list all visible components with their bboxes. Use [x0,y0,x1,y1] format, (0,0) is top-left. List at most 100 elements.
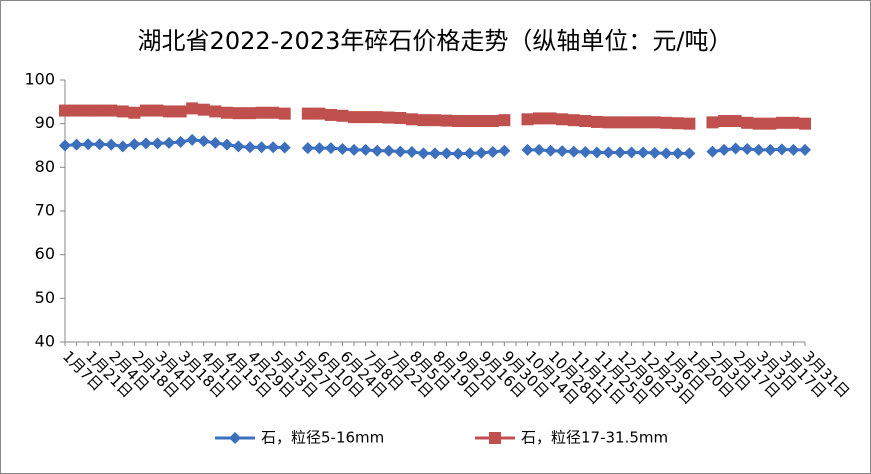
data-point [278,107,291,120]
data-point [799,143,811,156]
data-point [429,114,441,127]
data-point [579,115,592,128]
data-point [301,142,314,155]
data-point [244,141,256,154]
data-point [452,147,465,160]
data-point [579,146,592,159]
data-point [602,116,615,129]
data-point [139,104,152,117]
data-point [429,147,441,160]
data-point [82,138,95,151]
data-point [475,115,488,128]
data-point [382,111,395,124]
data-point [382,144,395,157]
legend-label: 石，粒径5-16mm [261,429,384,447]
data-point [486,115,499,128]
y-tick-label: 90 [35,113,55,132]
data-point [556,145,569,158]
data-point [163,136,176,149]
legend-marker [489,432,501,444]
data-point [567,114,580,127]
data-point [718,143,731,156]
data-point [775,143,788,156]
data-point [220,106,233,119]
data-point [394,111,407,124]
data-point [255,141,268,154]
data-point [452,115,465,128]
data-point [128,106,141,119]
data-point [244,107,256,120]
data-point [521,113,534,126]
data-point [752,117,765,130]
data-point [313,142,326,155]
data-point [93,138,106,151]
data-point [371,111,384,124]
data-point [348,143,361,156]
data-point [556,113,569,126]
data-point [741,116,754,129]
data-point [82,104,95,117]
data-point [775,116,788,129]
data-point [417,114,430,127]
chart-title: 湖北省2022-2023年碎石价格走势（纵轴单位：元/吨） [138,27,733,55]
data-point [521,143,534,156]
y-tick-label: 60 [35,244,55,263]
data-point [683,147,696,160]
data-point [197,135,210,148]
data-point [59,104,71,117]
data-point [105,138,118,151]
data-point [220,138,233,151]
data-point [648,146,661,159]
data-point [718,115,731,128]
data-point [209,136,222,149]
data-point [498,114,511,127]
data-point [799,117,811,130]
data-point [324,108,337,121]
data-point [567,145,580,158]
data-point [475,146,488,159]
data-point [405,146,418,159]
data-point [116,105,129,118]
data-point [637,146,650,159]
data-point [671,117,684,130]
data-point [787,116,800,129]
data-point [729,142,742,155]
data-point [637,116,650,129]
data-point [163,105,176,118]
data-point [105,104,118,117]
data-point [336,142,349,155]
legend-label: 石，粒径17-31.5mm [521,429,668,447]
y-tick-label: 40 [35,332,55,351]
data-point [683,117,696,130]
data-point [359,143,372,156]
data-point [440,147,453,160]
data-point [498,144,511,157]
data-point [313,107,326,120]
legend-marker [229,432,241,444]
data-point [614,116,626,129]
data-point [394,145,407,158]
data-point [301,107,314,120]
data-point [174,136,187,149]
data-point [255,106,268,119]
data-point [336,109,349,122]
data-point [278,141,291,154]
data-point [787,143,800,156]
data-point [671,147,684,160]
data-point [625,146,638,159]
y-tick-label: 100 [24,70,55,89]
data-point [139,137,152,150]
data-point [625,116,638,129]
data-point [463,115,476,128]
data-point [186,133,199,146]
data-point [764,117,777,130]
data-point [70,104,83,117]
data-point [533,112,546,125]
data-point [405,113,418,126]
data-point [486,146,499,159]
y-tick-label: 80 [35,157,55,176]
data-point [116,140,129,153]
data-point [614,146,626,159]
